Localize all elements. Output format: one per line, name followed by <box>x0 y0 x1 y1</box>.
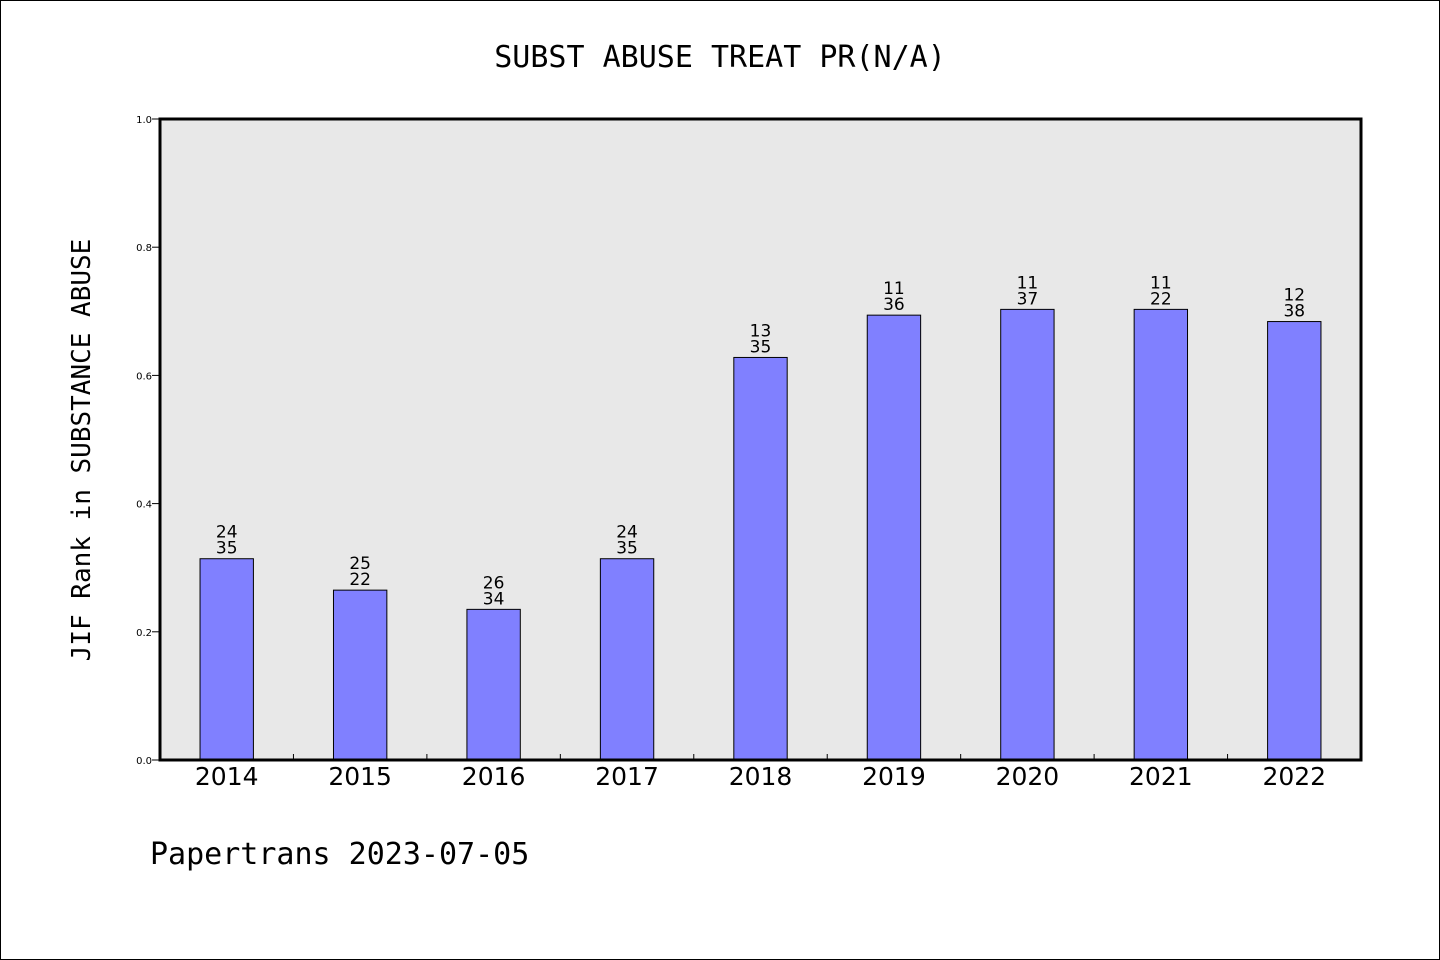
bar-label-total-2015: 22 <box>349 570 371 590</box>
bars <box>199 308 1322 761</box>
y-tick-label: 0.6 <box>136 371 152 382</box>
bar-2017 <box>599 558 655 761</box>
bar-label-total-2014: 35 <box>216 539 238 559</box>
bar-2016 <box>466 608 521 761</box>
y-tick-label: 0.0 <box>136 756 152 767</box>
bar-label-total-2016: 34 <box>483 589 505 609</box>
x-tick-label-2017: 2017 <box>595 762 659 791</box>
bar-2018 <box>733 356 788 761</box>
bar-label-total-2020: 37 <box>1017 289 1039 309</box>
y-tick-label: 0.2 <box>136 628 152 639</box>
bar-label-rank-2017: 24 <box>616 523 638 543</box>
plot-border <box>158 117 1363 762</box>
x-tick-label-2015: 2015 <box>328 762 392 791</box>
x-tick-label-2014: 2014 <box>195 762 259 791</box>
x-axis-ticks: 2014 2015 2016 2017 2018 2019 2020 2021 2022 <box>195 754 1326 791</box>
chart-title: SUBST ABUSE TREAT PR(N/A) <box>494 40 946 75</box>
y-tick-label: 0.4 <box>136 500 152 511</box>
y-axis-ticks: 0.0 0.2 0.4 0.6 0.8 1.0 <box>136 115 160 767</box>
x-tick-label-2021: 2021 <box>1129 762 1193 791</box>
bar-2015 <box>332 589 388 761</box>
x-tick-label-2018: 2018 <box>729 762 793 791</box>
bar-label-rank-2020: 11 <box>1017 273 1039 293</box>
bar-2014 <box>199 558 254 761</box>
bar-label-total-2018: 35 <box>750 337 772 357</box>
y-tick-label: 1.0 <box>136 115 152 126</box>
x-tick-label-2019: 2019 <box>862 762 926 791</box>
bar-label-rank-2018: 13 <box>750 321 772 341</box>
bar-2019 <box>866 314 922 761</box>
bar-2020 <box>1000 308 1055 761</box>
bar-label-rank-2021: 11 <box>1150 273 1172 293</box>
y-tick-label: 0.8 <box>136 243 152 254</box>
bar-2021 <box>1133 308 1189 761</box>
footer-watermark: Papertrans 2023-07-05 <box>150 837 529 872</box>
bar-label-total-2021: 22 <box>1150 289 1172 309</box>
bar-label-total-2019: 36 <box>883 295 905 315</box>
bar-label-total-2022: 38 <box>1283 302 1305 322</box>
bar-label-rank-2015: 25 <box>349 554 371 574</box>
x-tick-label-2020: 2020 <box>996 762 1060 791</box>
bar-label-rank-2014: 24 <box>216 523 238 543</box>
bar-label-rank-2022: 12 <box>1283 286 1305 306</box>
bar-2022 <box>1267 321 1322 761</box>
y-axis-label: JIF Rank in SUBSTANCE ABUSE <box>67 239 97 662</box>
bar-label-rank-2016: 26 <box>483 573 505 593</box>
x-tick-label-2016: 2016 <box>462 762 526 791</box>
bar-label-rank-2019: 11 <box>883 279 905 299</box>
bar-label-total-2017: 35 <box>616 539 638 559</box>
x-tick-label-2022: 2022 <box>1262 762 1326 791</box>
